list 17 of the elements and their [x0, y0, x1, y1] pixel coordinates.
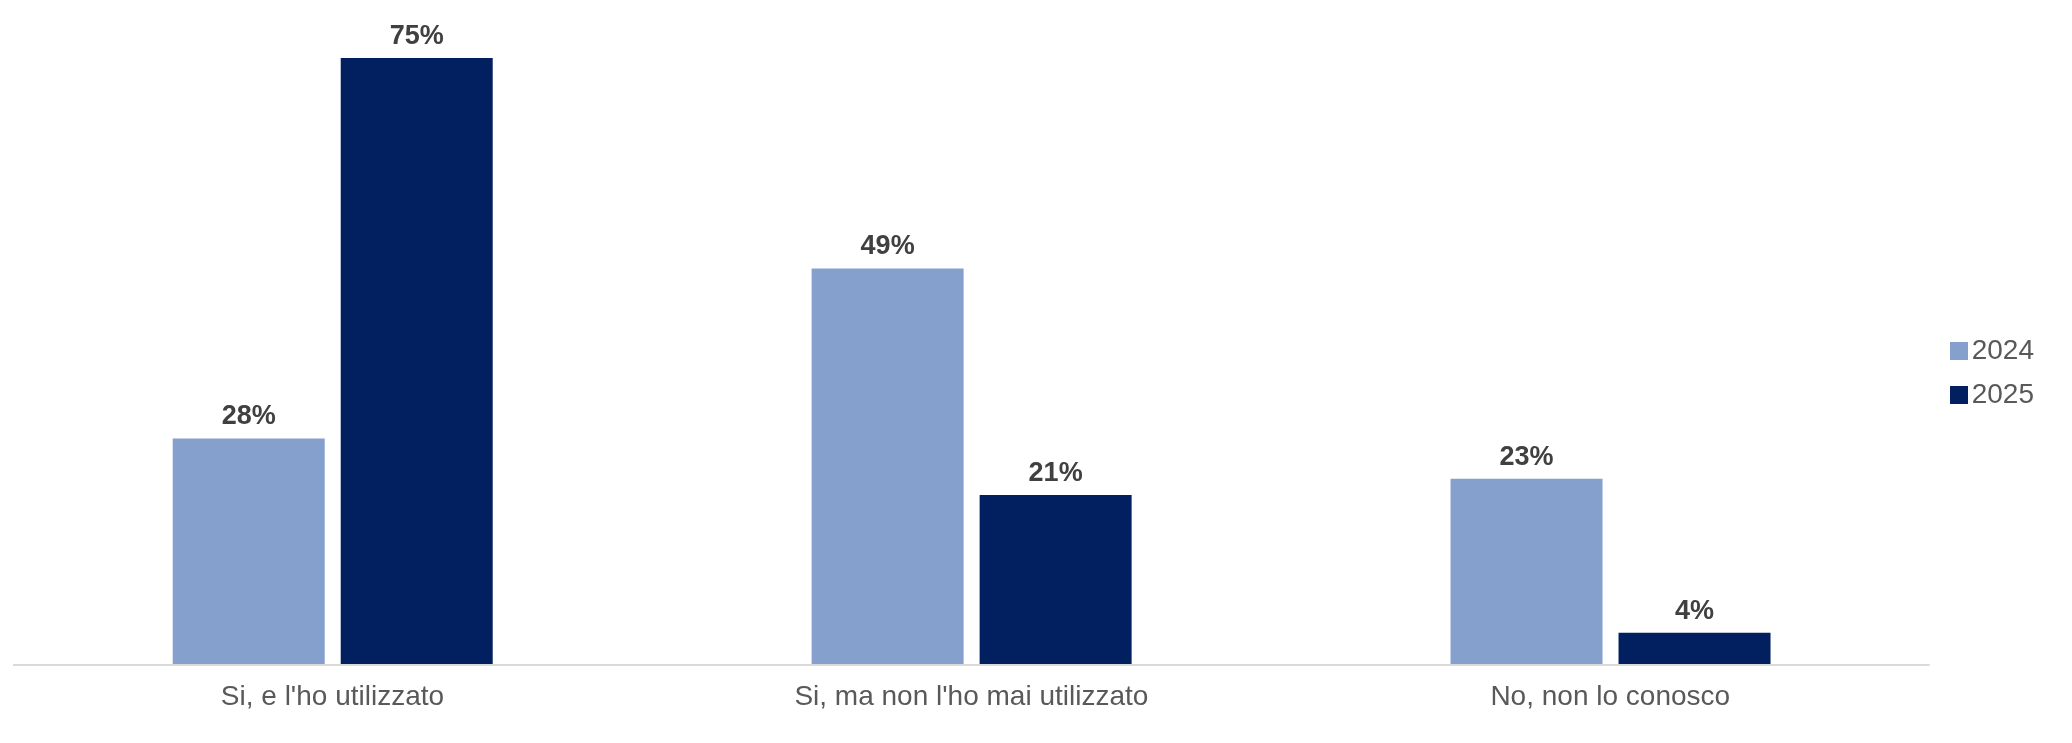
x-tick-label: Si, ma non l'ho mai utilizzato	[794, 679, 1149, 711]
data-label: 49%	[860, 230, 915, 261]
data-label: 21%	[1028, 457, 1083, 488]
x-tick-label: No, non lo conosco	[1490, 679, 1731, 711]
bar	[172, 438, 325, 665]
bar	[1618, 632, 1771, 665]
data-label: 23%	[1499, 440, 1554, 471]
data-label: 4%	[1675, 594, 1715, 625]
bar	[811, 268, 964, 665]
bar	[979, 495, 1132, 665]
data-label: 28%	[221, 400, 276, 431]
legend-label: 2024	[1971, 333, 2034, 365]
bar	[340, 58, 493, 665]
data-label: 75%	[389, 20, 444, 50]
legend-label: 2025	[1971, 377, 2034, 409]
bar	[1450, 478, 1603, 665]
x-tick-label: Si, e l'ho utilizzato	[220, 679, 445, 711]
